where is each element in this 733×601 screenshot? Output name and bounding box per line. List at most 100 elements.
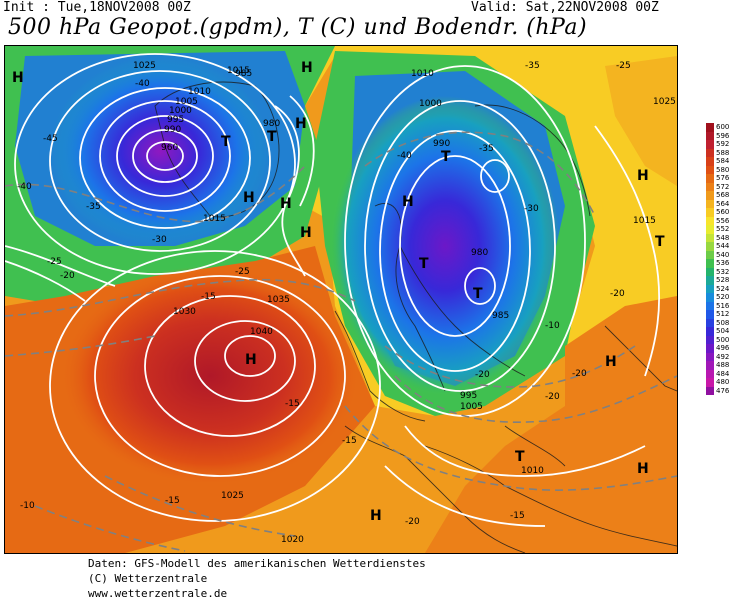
temperature-label: -40: [397, 151, 412, 161]
legend-swatch: [706, 259, 714, 268]
legend-swatch: [706, 182, 714, 191]
pressure-label: 1025: [133, 61, 156, 71]
legend-swatch: [706, 267, 714, 276]
temperature-label: -15: [342, 436, 357, 446]
temperature-label: -15: [510, 511, 525, 521]
temperature-label: -20: [475, 370, 490, 380]
temperature-label: -20: [610, 289, 625, 299]
init-time: Init : Tue,18NOV2008 00Z: [3, 0, 191, 15]
temperature-label: -25: [616, 61, 631, 71]
legend-label: 524: [716, 284, 730, 293]
pressure-label: 1015: [633, 216, 656, 226]
isotherms: [5, 131, 677, 552]
temperature-label: -35: [479, 144, 494, 154]
pressure-label: 980: [263, 119, 280, 129]
temperature-label: -35: [525, 61, 540, 71]
legend-item: 488: [706, 361, 733, 370]
legend-label: 556: [716, 216, 730, 225]
pressure-label: 995: [167, 115, 184, 125]
pressure-label: 995: [460, 391, 477, 401]
legend-item: 484: [706, 369, 733, 378]
high-marker: H: [370, 508, 382, 524]
legend-label: 568: [716, 191, 730, 200]
high-marker: H: [402, 194, 414, 210]
pressure-label: 1005: [175, 97, 198, 107]
legend-label: 540: [716, 250, 730, 259]
legend-item: 524: [706, 284, 733, 293]
pressure-label: 1015: [227, 66, 250, 76]
legend-swatch: [706, 140, 714, 149]
pressure-label: 1035: [267, 295, 290, 305]
high-marker: H: [301, 60, 313, 76]
pressure-label: 1020: [281, 535, 304, 545]
legend-item: 508: [706, 318, 733, 327]
legend-swatch: [706, 327, 714, 336]
legend-item: 516: [706, 301, 733, 310]
legend-swatch: [706, 225, 714, 234]
legend-label: 584: [716, 157, 730, 166]
legend-item: 500: [706, 335, 733, 344]
pressure-label: 1015: [203, 214, 226, 224]
temperature-label: -40: [135, 79, 150, 89]
legend-label: 500: [716, 335, 730, 344]
credit-data-source: Daten: GFS-Modell des amerikanischen Wet…: [88, 557, 426, 570]
low-marker: T: [267, 129, 277, 145]
legend-swatch: [706, 157, 714, 166]
low-marker: T: [441, 149, 451, 165]
high-marker: H: [637, 168, 649, 184]
legend-item: 588: [706, 148, 733, 157]
legend-item: 492: [706, 352, 733, 361]
temperature-label: -45: [43, 134, 58, 144]
pressure-label: 1010: [411, 69, 434, 79]
legend-swatch: [706, 216, 714, 225]
temperature-label: -15: [165, 496, 180, 506]
low-marker: T: [473, 286, 483, 302]
legend-item: 556: [706, 216, 733, 225]
legend-label: 520: [716, 293, 730, 302]
legend-item: 580: [706, 165, 733, 174]
legend-item: 584: [706, 157, 733, 166]
high-marker: H: [300, 225, 312, 241]
legend-item: 600: [706, 123, 733, 132]
temperature-label: -40: [17, 182, 32, 192]
isobars: [5, 53, 660, 527]
high-pressure-centres: H H H H H H H H H H H H: [12, 60, 649, 524]
legend-label: 552: [716, 225, 730, 234]
color-scale-legend: 600 596 592 588 584 580 576 572 568 564 560 556 552 5…: [706, 123, 733, 395]
pressure-label: 1000: [169, 106, 192, 116]
legend-swatch: [706, 131, 714, 140]
field-orange-ne: [605, 56, 677, 186]
temperature-label: -10: [545, 321, 560, 331]
low-marker: T: [221, 134, 231, 150]
legend-item: 480: [706, 378, 733, 387]
temperature-label: -20: [405, 517, 420, 527]
credit-copyright: (C) Wetterzentrale: [88, 572, 208, 585]
legend-item: 544: [706, 242, 733, 251]
legend-label: 480: [716, 378, 730, 387]
temperature-labels: -40 -45 -40 -35 -30 -25 -20 -15 -10 -35 …: [17, 61, 631, 527]
pressure-label: 1010: [521, 466, 544, 476]
legend-item: 520: [706, 293, 733, 302]
legend-item: 560: [706, 208, 733, 217]
temperature-label: -15: [285, 399, 300, 409]
field-low-east: [330, 96, 560, 396]
temperature-label: -15: [201, 292, 216, 302]
legend-swatch: [706, 369, 714, 378]
pressure-label: 960: [161, 143, 178, 153]
temperature-label: -30: [152, 235, 167, 245]
legend-item: 576: [706, 174, 733, 183]
legend-item: 536: [706, 259, 733, 268]
temperature-label: -20: [545, 392, 560, 402]
legend-swatch: [706, 335, 714, 344]
legend-label: 504: [716, 327, 730, 336]
high-marker: H: [12, 70, 24, 86]
legend-swatch: [706, 276, 714, 285]
pressure-label: 1040: [250, 327, 273, 337]
legend-label: 484: [716, 369, 730, 378]
legend-item: 596: [706, 131, 733, 140]
pressure-label: 1025: [221, 491, 244, 501]
legend-label: 476: [716, 386, 730, 395]
legend-item: 572: [706, 182, 733, 191]
high-marker: H: [245, 352, 257, 368]
legend-label: 496: [716, 344, 730, 353]
